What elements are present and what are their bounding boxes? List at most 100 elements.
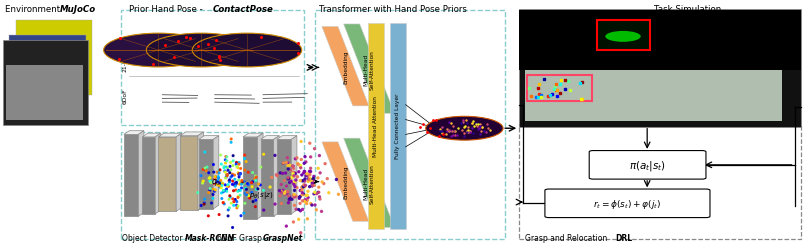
Point (218, 169, 231, 173)
Point (229, 182, 242, 186)
Point (296, 186, 309, 190)
Point (301, 202, 314, 206)
Point (218, 202, 231, 206)
Text: DRL: DRL (615, 234, 632, 242)
Polygon shape (198, 132, 204, 210)
Point (203, 176, 216, 180)
Point (240, 181, 253, 185)
Polygon shape (343, 25, 394, 114)
Point (213, 213, 225, 217)
Point (275, 191, 288, 195)
Point (217, 201, 229, 205)
Point (298, 185, 311, 189)
Point (195, 174, 208, 178)
Point (233, 189, 246, 193)
Point (289, 207, 302, 211)
Point (314, 171, 326, 175)
Point (223, 206, 236, 210)
Point (234, 193, 246, 197)
Point (290, 156, 303, 160)
Bar (520, 125, 801, 239)
Polygon shape (368, 24, 384, 229)
Point (288, 172, 301, 176)
Point (306, 184, 319, 188)
Text: 21-joints: 21-joints (123, 45, 128, 72)
Point (243, 196, 256, 200)
Point (297, 162, 310, 166)
Point (296, 199, 309, 203)
Text: Multi-Head
Self-Attention: Multi-Head Self-Attention (364, 50, 374, 89)
Point (225, 168, 238, 172)
Point (322, 191, 335, 195)
Point (292, 218, 305, 222)
Point (245, 181, 258, 185)
Point (229, 184, 242, 188)
Polygon shape (243, 134, 263, 137)
Point (316, 180, 329, 184)
Text: Embedding: Embedding (343, 50, 348, 84)
Point (302, 178, 315, 182)
Point (312, 190, 325, 194)
Point (288, 188, 301, 192)
Point (227, 189, 240, 193)
Text: Prior Hand Pose -: Prior Hand Pose - (128, 5, 205, 14)
Point (233, 162, 246, 166)
Point (286, 164, 299, 168)
Point (209, 188, 222, 192)
Text: Transformer with Hand Pose Priors: Transformer with Hand Pose Priors (319, 5, 467, 14)
Point (226, 226, 239, 230)
Polygon shape (389, 24, 406, 229)
Bar (120, 132, 304, 239)
Point (297, 183, 310, 187)
Point (301, 198, 314, 202)
Point (284, 197, 297, 201)
Text: 6DoF Grasp -: 6DoF Grasp - (217, 234, 270, 242)
Point (303, 142, 316, 146)
Point (257, 188, 270, 192)
Point (297, 208, 309, 212)
Point (231, 166, 244, 170)
Point (281, 164, 294, 168)
Polygon shape (155, 134, 161, 214)
Point (291, 162, 304, 166)
Point (277, 161, 290, 165)
Point (305, 180, 318, 184)
Point (294, 189, 307, 193)
Point (226, 179, 239, 183)
Point (204, 188, 217, 192)
Point (263, 185, 276, 189)
Point (233, 172, 246, 176)
Point (195, 204, 208, 208)
Point (283, 181, 296, 185)
Point (294, 195, 307, 199)
Polygon shape (138, 131, 144, 216)
Point (200, 166, 213, 170)
Point (301, 172, 314, 176)
FancyBboxPatch shape (589, 151, 706, 180)
Point (223, 171, 236, 175)
Point (304, 166, 317, 170)
Point (301, 174, 314, 178)
Point (248, 177, 261, 181)
Point (300, 174, 313, 178)
Bar (10, 36, 86, 110)
Point (313, 195, 326, 199)
Point (225, 138, 238, 141)
Point (215, 186, 228, 190)
Point (301, 217, 314, 221)
Point (208, 170, 221, 174)
Text: MuJoCo: MuJoCo (59, 5, 95, 14)
Point (237, 182, 250, 186)
Point (207, 163, 220, 167)
Polygon shape (176, 134, 182, 212)
Point (226, 172, 239, 176)
Point (287, 164, 300, 168)
Point (279, 190, 292, 194)
Point (305, 202, 318, 206)
Point (293, 202, 306, 205)
Point (246, 185, 259, 189)
Point (219, 162, 232, 166)
Point (299, 184, 312, 188)
Point (311, 176, 324, 180)
Point (296, 179, 309, 183)
